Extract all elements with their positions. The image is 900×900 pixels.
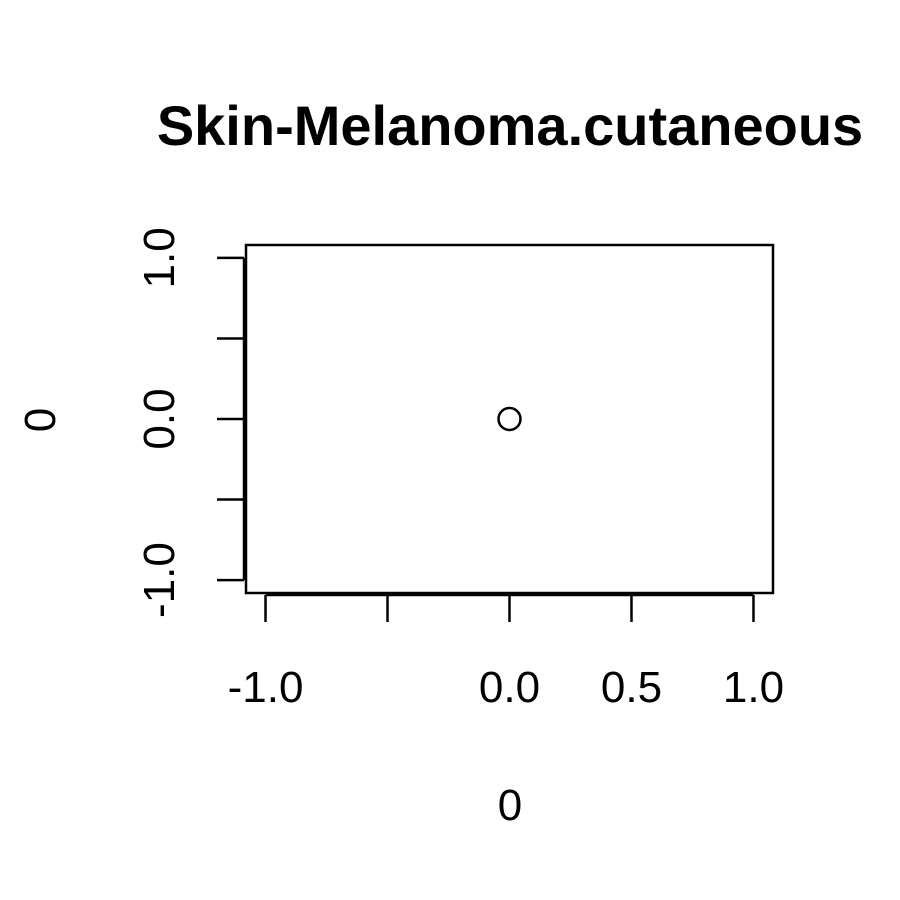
data-point	[497, 406, 522, 432]
plot-frame	[244, 243, 775, 595]
y-tick-label: -1.0	[135, 542, 184, 618]
y-tick-label: 0.0	[135, 388, 184, 449]
data-points	[497, 406, 522, 432]
chart-title: Skin-Melanoma.cutaneous	[157, 94, 863, 157]
x-tick-label: 0.5	[601, 663, 662, 712]
x-tick-label: 0.0	[479, 663, 540, 712]
y-axis-label: 0	[16, 408, 65, 432]
x-axis-label: 0	[498, 781, 522, 830]
x-tick-label: 1.0	[723, 663, 784, 712]
y-axis: -1.0 0.0 1.0	[135, 227, 246, 618]
y-tick-label: 1.0	[135, 227, 184, 288]
x-axis: -1.0 0.0 0.5 1.0	[228, 593, 784, 712]
x-tick-label: -1.0	[228, 663, 304, 712]
